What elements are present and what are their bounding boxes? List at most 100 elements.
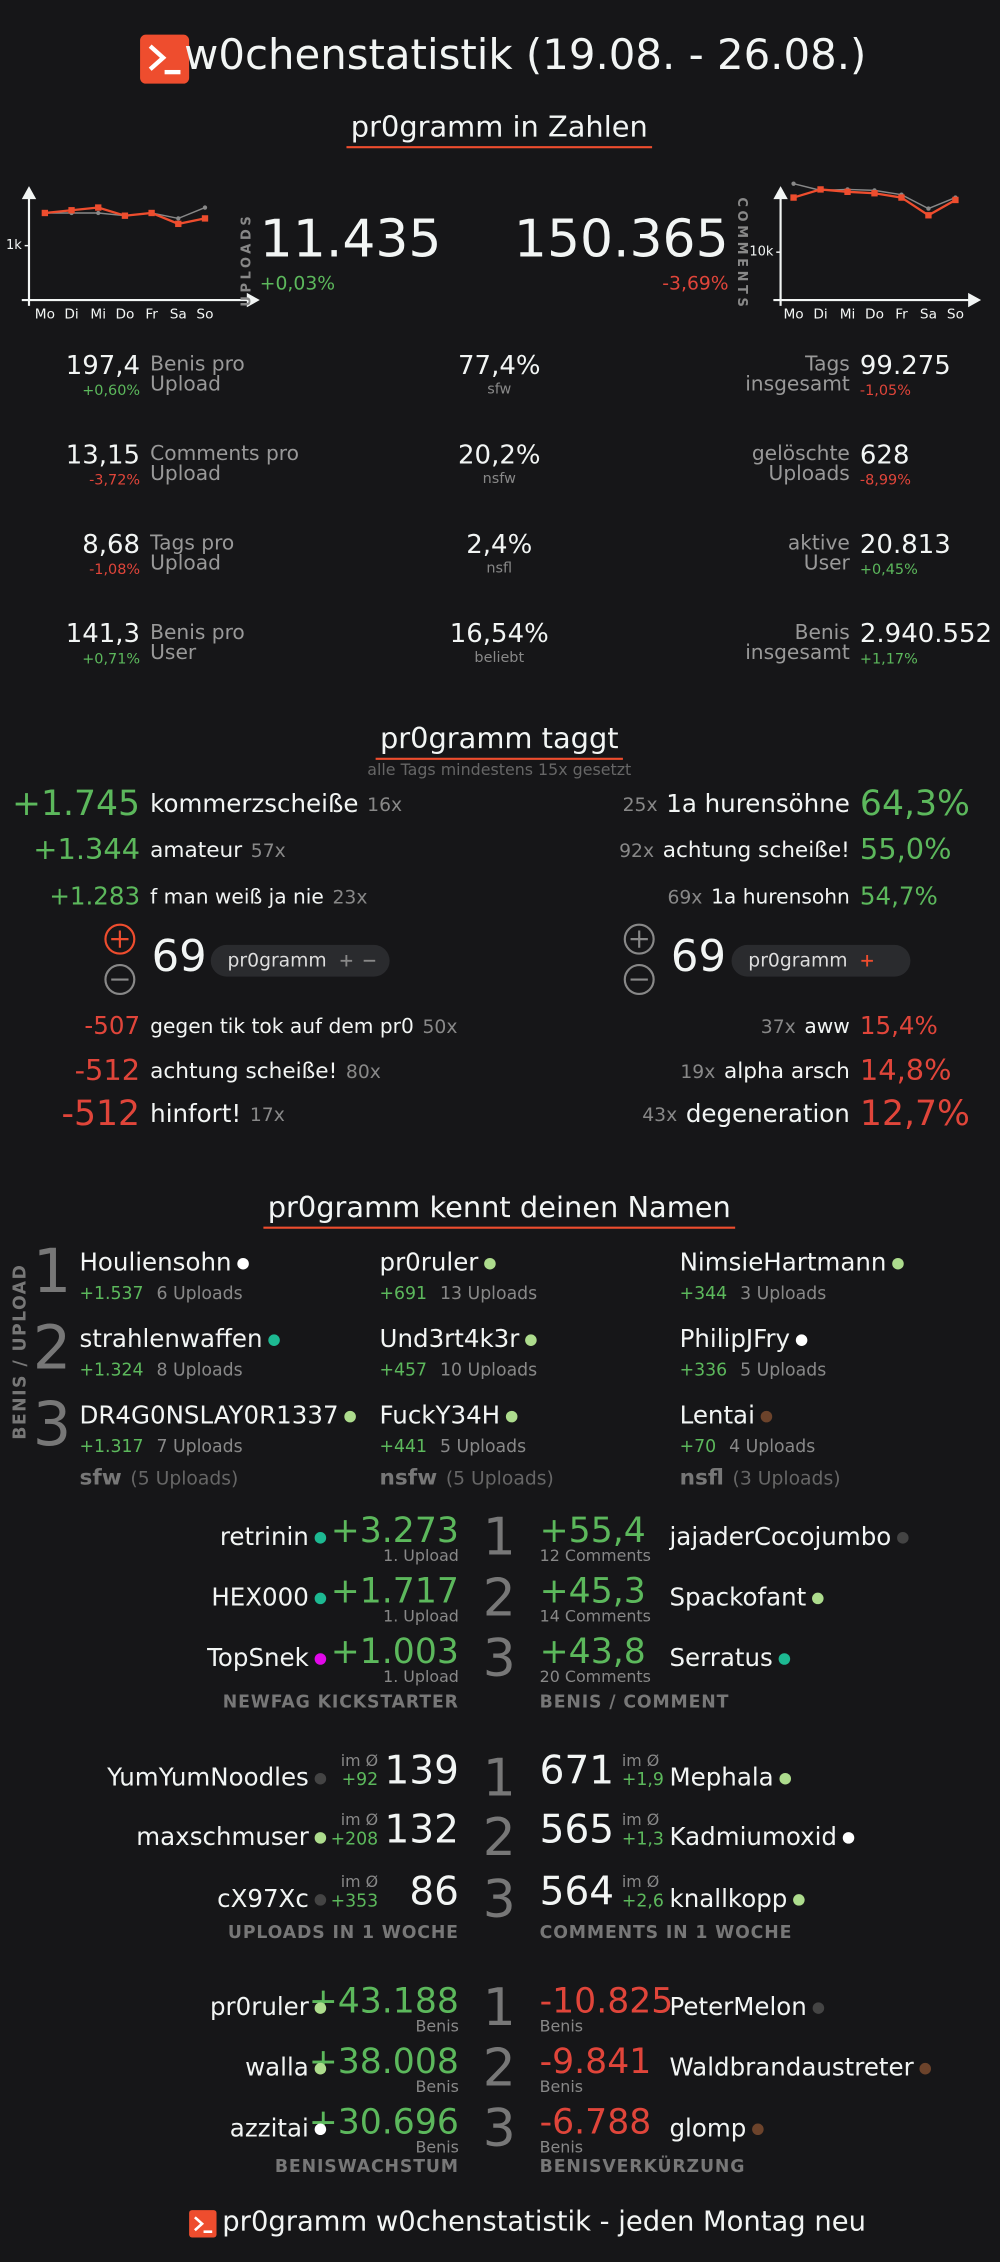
status-dot — [344, 1410, 356, 1423]
user-name: jajaderCocojumbo — [669, 1522, 892, 1551]
series-point — [952, 196, 959, 204]
vote-score: 69 — [671, 932, 726, 982]
user-name: retrinin — [220, 1522, 309, 1551]
x-tick-label: Fr — [145, 306, 158, 322]
row-sub: 1. Upload — [383, 1607, 459, 1626]
series-point — [791, 181, 796, 186]
text-part: hinfort! — [150, 1099, 241, 1128]
stat-value: 16,54% — [450, 619, 549, 649]
board-label: UPLOADS IN 1 WOCHE — [228, 1923, 459, 1943]
column-label: sfw (5 Uploads) — [79, 1466, 238, 1491]
logo-prompt — [194, 2216, 205, 2232]
user-name: HEX000 — [211, 1582, 309, 1611]
series-point — [844, 188, 851, 195]
tag-row: 92x achtung scheiße! — [619, 838, 850, 863]
status-dot — [919, 2062, 932, 2075]
series-point — [176, 216, 181, 221]
rank-number: 3 — [483, 1629, 516, 1689]
row-value: +43,8 — [540, 1632, 646, 1672]
stat-change: -1,05% — [860, 383, 911, 399]
text-part: (3 Uploads) — [733, 1468, 841, 1489]
rank-number: 1 — [483, 1749, 516, 1809]
stat-value: 13,15 — [66, 440, 140, 470]
user-stats: +70 4 Uploads — [680, 1437, 816, 1457]
text-part: 4 Uploads — [729, 1437, 815, 1457]
row-value: +1.003 — [331, 1632, 459, 1672]
row-sub: 20 Comments — [540, 1667, 651, 1686]
stat-value: 99.275 — [860, 351, 951, 381]
text-part: 37x — [761, 1017, 796, 1038]
board-label: BENISWACHSTUM — [275, 2157, 459, 2177]
pill-plus — [340, 955, 353, 967]
stat-label: nsfl — [486, 560, 512, 576]
row-sub: Benis — [540, 2016, 583, 2035]
avg-value: +92 — [342, 1770, 379, 1790]
logo-prompt — [148, 44, 167, 71]
tag-row: amateur 57x — [150, 838, 286, 863]
pill-plus — [861, 955, 873, 967]
text-part: 13 Uploads — [440, 1284, 537, 1304]
text-part: (5 Uploads) — [446, 1468, 554, 1489]
avg-label: im Ø — [622, 1751, 659, 1770]
user-name: PhilipJFry — [680, 1324, 790, 1353]
tag-percent: 15,4% — [860, 1011, 938, 1040]
tag-row: kommerzscheiße 16x — [150, 789, 402, 818]
text-part: 43x — [642, 1105, 677, 1126]
stat-change: -1,08% — [89, 562, 140, 578]
status-dot — [314, 1653, 327, 1665]
row-value: 86 — [409, 1870, 459, 1915]
tag-score: -512 — [75, 1053, 140, 1087]
row-value: +55,4 — [540, 1511, 646, 1551]
series-point — [41, 209, 49, 217]
row-value: 565 — [540, 1808, 614, 1853]
row-sub: Benis — [416, 2138, 459, 2157]
row-sub: 14 Comments — [540, 1607, 651, 1626]
user-name: knallkopp — [670, 1884, 788, 1913]
tag-row: 37x aww — [761, 1014, 850, 1038]
status-dot — [752, 2123, 764, 2136]
series-point — [871, 190, 878, 197]
text-part: 6 Uploads — [156, 1284, 242, 1304]
vertical-label: UPLOADS — [239, 213, 254, 307]
status-dot — [314, 2002, 327, 2014]
vertical-label: COMMENTS — [734, 197, 749, 310]
series-point — [817, 186, 824, 193]
user-name: azzitai — [230, 2113, 309, 2142]
board-label: COMMENTS IN 1 WOCHE — [540, 1923, 793, 1943]
row-value: 671 — [540, 1748, 614, 1793]
x-tick-label: So — [196, 306, 213, 322]
row-sub: Benis — [416, 2077, 459, 2096]
series-point — [121, 212, 129, 219]
text-part: amateur — [150, 838, 242, 863]
section-title: pr0gramm in Zahlen — [351, 109, 648, 143]
tag-score: +1.745 — [12, 784, 140, 824]
downvote-button — [623, 964, 655, 996]
status-dot — [778, 1653, 791, 1665]
tag-pill-label: pr0gramm — [748, 950, 847, 971]
status-dot — [525, 1334, 537, 1346]
row-value: +1.717 — [331, 1572, 459, 1612]
text-part: +691 — [380, 1284, 428, 1304]
user-name: Und3rt4k3r — [380, 1324, 521, 1353]
x-tick-label: So — [947, 306, 964, 322]
status-dot — [812, 2002, 825, 2014]
row-value: +3.273 — [331, 1511, 459, 1551]
avg-label: im Ø — [622, 1810, 659, 1829]
rank-number: 1 — [483, 1978, 516, 2038]
stat-change: +0,60% — [82, 383, 140, 399]
stat-value: 20,2% — [458, 440, 540, 470]
page-title: w0chenstatistik (19.08. - 26.08.) — [184, 30, 866, 79]
status-dot — [314, 1832, 327, 1844]
status-dot — [897, 1532, 909, 1544]
text-part: 50x — [422, 1017, 457, 1038]
user-name: walla — [245, 2053, 309, 2082]
stat-label: Upload — [150, 461, 221, 485]
rank-number: 2 — [483, 1568, 516, 1628]
user-name: FuckY34H — [380, 1401, 501, 1430]
rank-number: 2 — [483, 1808, 516, 1868]
tag-score: -512 — [62, 1094, 141, 1134]
rank-number: 2 — [33, 1313, 72, 1383]
text-part: 25x — [623, 794, 658, 815]
tag-percent: 14,8% — [860, 1053, 952, 1087]
y-tick-label: 10k — [749, 245, 774, 260]
